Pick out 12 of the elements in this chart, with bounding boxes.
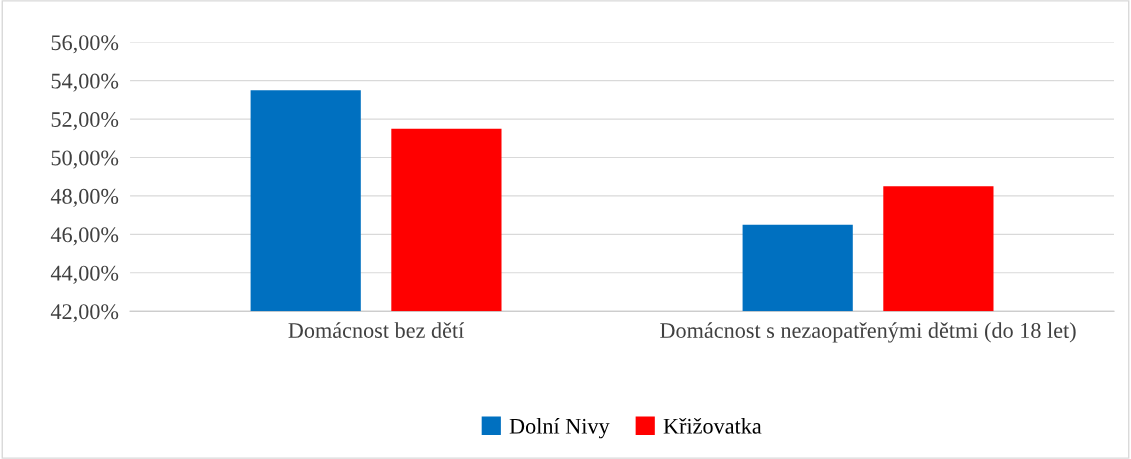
y-tick-label: 54,00%: [51, 73, 119, 92]
legend-label: Křižovatka: [663, 418, 762, 434]
y-tick-label: 44,00%: [50, 265, 119, 284]
y-tick-label: 48,00%: [50, 188, 119, 208]
y-tick-label: 50,00%: [51, 150, 119, 169]
y-tick-label: 46,00%: [50, 227, 119, 246]
legend-label: Dolní Nivy: [509, 418, 610, 439]
y-tick-label: 56,00%: [51, 35, 119, 54]
y-tick-label: 52,00%: [51, 112, 119, 131]
y-tick-label: 42,00%: [50, 304, 119, 323]
x-tick-label: Domácnost s nezaopatřenými dětmi (do 18 let): [660, 322, 1076, 343]
x-tick-label: Domácnost bez dětí: [288, 322, 465, 338]
